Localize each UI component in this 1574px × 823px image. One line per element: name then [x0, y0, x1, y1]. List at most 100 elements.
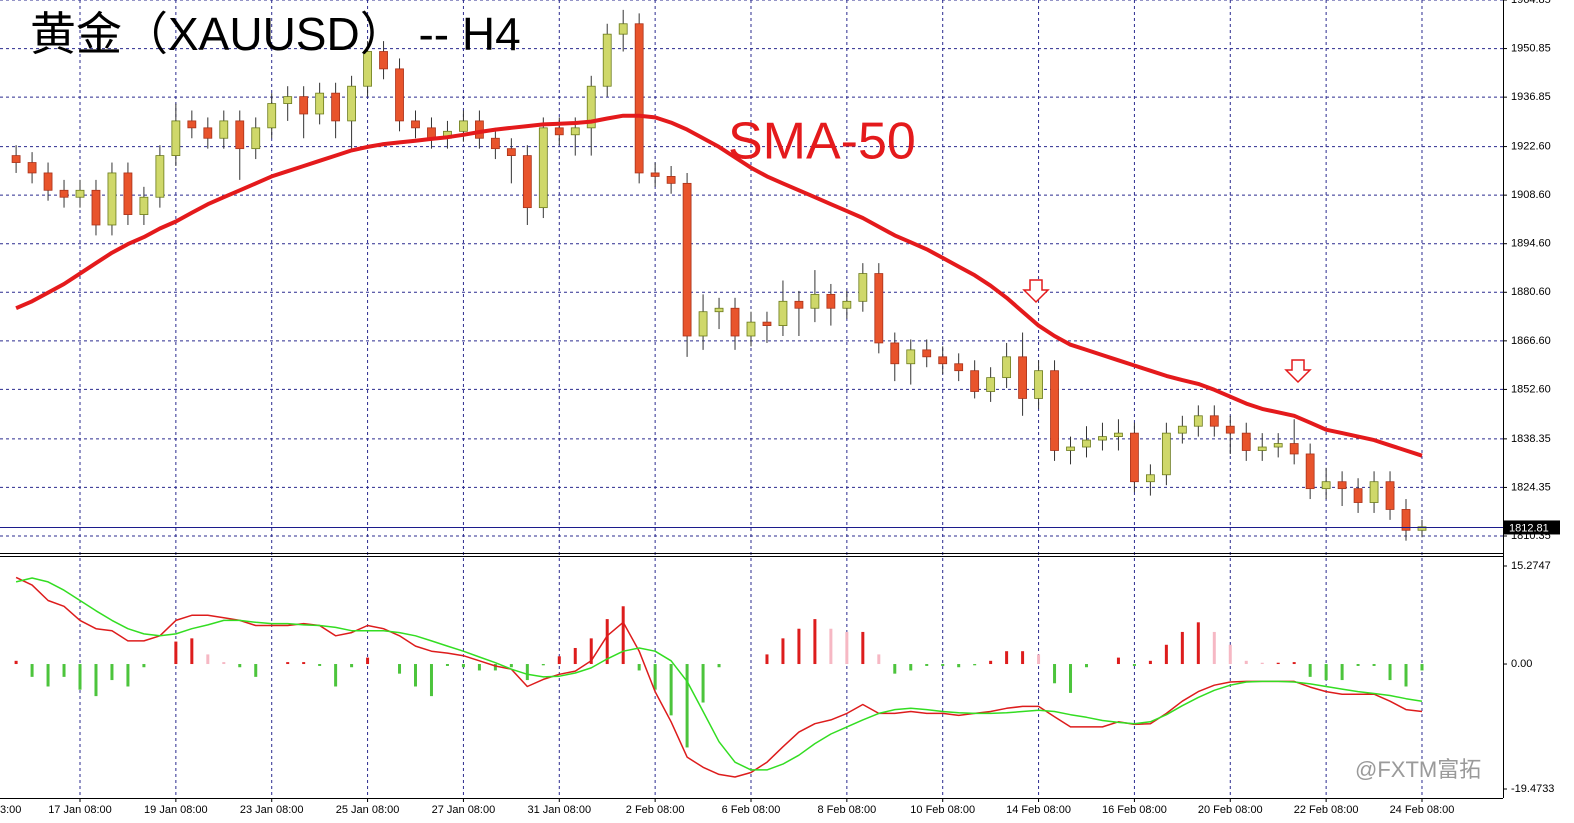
candle-body — [155, 155, 165, 198]
histogram-bar — [174, 641, 178, 665]
candle-body — [1145, 474, 1155, 483]
candle-body — [91, 189, 101, 226]
candle-body — [602, 33, 612, 87]
histogram-bar — [350, 664, 354, 668]
histogram-bar — [605, 619, 609, 665]
candle-body — [714, 307, 724, 313]
candle-body — [283, 96, 293, 104]
candle-body — [411, 120, 420, 129]
candle-body — [618, 23, 628, 35]
histogram-bar — [861, 631, 865, 665]
candle-body — [1209, 415, 1219, 427]
candle-body — [1161, 432, 1171, 476]
candle-body — [986, 377, 996, 392]
candle-body — [59, 189, 69, 198]
candle-body — [27, 162, 37, 174]
histogram-bar — [190, 638, 194, 665]
histogram-bar — [541, 664, 545, 666]
candle-body — [75, 189, 85, 198]
histogram-bar — [797, 628, 801, 665]
histogram-bar — [621, 606, 625, 665]
histogram-bar — [1212, 631, 1216, 665]
candle-body — [778, 300, 788, 326]
macd-line — [15, 576, 1423, 778]
candle-body — [762, 321, 772, 326]
candle-body — [490, 137, 500, 150]
candle-body — [251, 127, 261, 150]
candle-body — [1401, 509, 1411, 531]
histogram-bar — [909, 664, 913, 671]
histogram-bar — [414, 664, 417, 687]
histogram-bar — [334, 664, 338, 687]
histogram-bar — [238, 664, 242, 668]
candle-body — [1321, 481, 1331, 490]
histogram-bar — [429, 664, 433, 697]
histogram-bar — [318, 664, 322, 666]
x-tick-label: 10 Feb 08:00 — [910, 804, 975, 816]
histogram-bar — [1180, 631, 1184, 665]
candle-body — [954, 363, 964, 372]
histogram-bar — [461, 664, 465, 668]
candle-body — [347, 85, 356, 122]
histogram-bar — [1388, 664, 1392, 681]
y-tick-label: 1824.35 — [1511, 481, 1551, 493]
histogram-bar — [877, 654, 881, 665]
candle-body — [938, 356, 948, 365]
candle-body — [1130, 432, 1139, 483]
candle-body — [107, 172, 117, 226]
down-arrow-marker — [1022, 279, 1050, 304]
y-tick-label: 1950.85 — [1511, 42, 1551, 54]
candle-body — [730, 307, 740, 337]
y-tick-label: 1894.60 — [1511, 238, 1551, 250]
candle-body — [1002, 356, 1012, 379]
candle-body — [1289, 443, 1299, 455]
candle-body — [826, 293, 836, 309]
candle-body — [299, 96, 309, 115]
histogram-bar — [509, 664, 513, 668]
histogram-bar — [1356, 664, 1360, 666]
histogram-bar — [445, 664, 449, 666]
histogram-bar — [206, 654, 210, 665]
candle-body — [203, 127, 213, 139]
candle-body — [139, 196, 149, 215]
candle-body — [1114, 432, 1123, 438]
histogram-bar — [477, 664, 481, 671]
candle-body — [1257, 446, 1267, 451]
x-tick-label: 31 Jan 08:00 — [527, 804, 591, 816]
histogram-bar — [1324, 664, 1328, 681]
histogram-bar — [1132, 664, 1136, 666]
candle-body — [1018, 356, 1027, 399]
candle-body — [1353, 488, 1363, 503]
histogram-bar — [286, 662, 290, 665]
histogram-bar — [46, 664, 50, 687]
candle-body — [842, 300, 852, 309]
candle-body — [506, 148, 516, 156]
histogram-bar — [1116, 657, 1120, 665]
x-tick-label: 16 Feb 08:00 — [1102, 804, 1167, 816]
candle-body — [1385, 481, 1395, 510]
candle-body — [1369, 481, 1379, 503]
candle-body — [666, 176, 676, 184]
sma-label: SMA-50 — [728, 113, 916, 171]
histogram-bar — [653, 664, 657, 690]
histogram-bar — [685, 664, 689, 748]
histogram-bar — [573, 647, 577, 665]
y-tick-label: 1838.35 — [1511, 433, 1551, 445]
histogram-bar — [1148, 660, 1152, 665]
histogram-bar — [637, 664, 641, 671]
histogram-bar — [973, 664, 977, 666]
histogram-bar — [78, 664, 82, 690]
histogram-bar — [1420, 664, 1424, 671]
signal-line — [15, 577, 1423, 771]
candle-body — [187, 120, 197, 129]
histogram-bar — [94, 664, 98, 697]
histogram-bar — [893, 664, 897, 674]
x-tick-label: 19 Jan 08:00 — [144, 804, 208, 816]
candle-body — [395, 68, 404, 122]
candle-body — [970, 370, 980, 392]
x-tick-label: 20 Feb 08:00 — [1198, 804, 1263, 816]
candle-body — [522, 155, 532, 209]
histogram-bar — [829, 628, 833, 665]
histogram-bar — [1340, 664, 1344, 681]
last-price-label: 1812.81 — [1509, 522, 1549, 534]
